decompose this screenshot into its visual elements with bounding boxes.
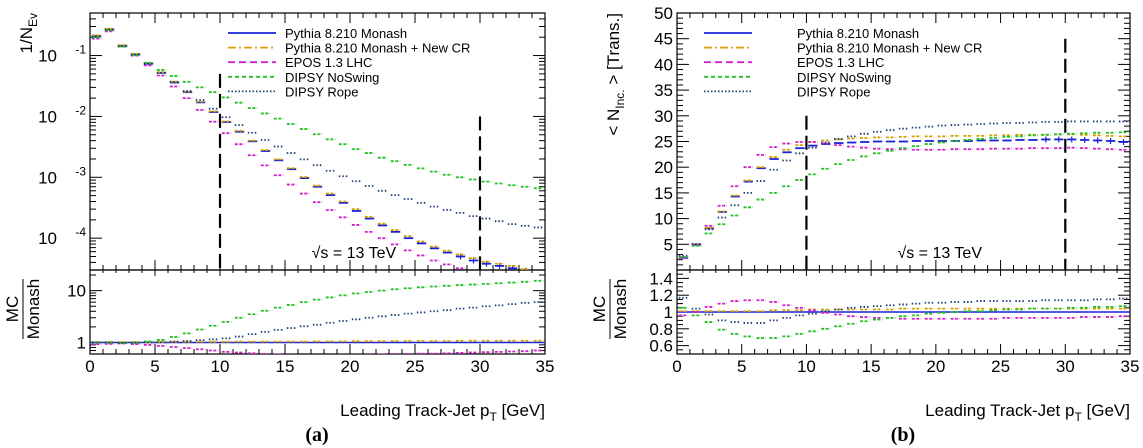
y-tick-exponent: -4: [75, 225, 86, 239]
panel-a: 0 5 10 15 20 25 30 35 10 -4 10 -3 10 -2 10 -1 1 10 Pythia …: [3, 12, 555, 446]
legend-label: Pythia 8.210 Monash + New CR: [285, 41, 470, 56]
legend-label: EPOS 1.3 LHC: [285, 55, 372, 70]
ratio-plot-frame: [89, 269, 546, 355]
x-axis-title-main: Leading Track-Jet p: [925, 401, 1074, 420]
x-tick-label: 25: [991, 357, 1010, 376]
x-tick-label: 5: [737, 357, 746, 376]
ratio-title-numerator: MC: [3, 296, 22, 322]
legend-label: Pythia 8.210 Monash: [797, 26, 919, 41]
x-tick-label: 0: [672, 357, 681, 376]
x-axis-title: Leading Track-Jet pT [GeV]: [340, 401, 545, 424]
ratio-y-tick-label: 1.4: [649, 269, 673, 288]
panel-letter: (a): [305, 424, 328, 446]
legend-label: DIPSY NoSwing: [285, 70, 379, 85]
main-series-group: [678, 120, 1129, 260]
ratio-title-numerator: MC: [590, 296, 609, 322]
x-tick-label: 30: [471, 357, 490, 376]
legend-label: DIPSY Rope: [797, 84, 870, 99]
legend-label: Pythia 8.210 Monash: [285, 26, 407, 41]
x-tick-label: 35: [536, 357, 555, 376]
y-tick-label: 5: [664, 235, 673, 254]
ratio-y-tick-label: 1.2: [649, 286, 673, 305]
y-axis-title-main: < N: [604, 109, 623, 136]
panel-b: 0 5 10 15 20 25 30 3551015202530354045500.60.81…: [590, 4, 1139, 446]
x-tick-label: 15: [276, 357, 295, 376]
ratio-y-axis-title: MC Monash: [3, 279, 43, 339]
x-tick-label: 20: [341, 357, 360, 376]
y-tick-label: 25: [654, 133, 673, 152]
x-tick-label: 5: [150, 357, 159, 376]
x-axis-title-sub: T: [489, 410, 497, 424]
x-tick-label: 20: [926, 357, 945, 376]
y-tick-label: 35: [654, 81, 673, 100]
x-tick-label: 30: [1056, 357, 1075, 376]
y-axis-title-sub: Ev: [26, 13, 40, 27]
ratio-series-group: [91, 279, 544, 354]
ratio-title-denominator: Monash: [611, 279, 630, 339]
y-axis-title: 1/NEv: [17, 13, 40, 53]
y-tick-exponent: -2: [75, 103, 86, 117]
y-tick-label: 20: [654, 158, 673, 177]
x-tick-label: 10: [797, 357, 816, 376]
x-tick-label: 25: [406, 357, 425, 376]
y-tick-label: 40: [654, 55, 673, 74]
ratio-y-tick-label: 1: [664, 303, 673, 322]
panel-letter: (b): [891, 424, 915, 446]
y-axis-title-main: 1/N: [17, 27, 36, 53]
x-axis-title-sub: T: [1074, 410, 1082, 424]
ratio-y-tick-label: 10: [67, 282, 86, 301]
y-tick-label: 10: [38, 229, 57, 248]
energy-annotation: √s = 13 TeV: [897, 245, 982, 262]
y-tick-label: 30: [654, 107, 673, 126]
y-tick-exponent: -1: [75, 43, 86, 57]
legend-label: Pythia 8.210 Monash + New CR: [797, 41, 982, 56]
ratio-y-axis-title: MC Monash: [590, 279, 630, 339]
y-tick-label: 10: [38, 168, 57, 187]
legend-label: DIPSY Rope: [285, 84, 358, 99]
legend-label: EPOS 1.3 LHC: [797, 55, 884, 70]
ratio-y-tick-label: 1: [77, 333, 86, 352]
y-tick-label: 10: [654, 210, 673, 229]
x-axis-title-unit: [GeV]: [1082, 401, 1130, 420]
energy-annotation: √s = 13 TeV: [312, 245, 397, 262]
ratio-y-tick-label: 0.8: [649, 320, 673, 339]
y-tick-label: 15: [654, 184, 673, 203]
ratio-y-tick-label: 0.6: [649, 337, 673, 356]
x-tick-label: 15: [862, 357, 881, 376]
y-tick-exponent: -3: [75, 164, 86, 178]
y-axis-title: < NInc. > [Trans.]: [604, 13, 627, 136]
y-axis-title-rest: > [Trans.]: [604, 13, 623, 89]
x-axis-title: Leading Track-Jet pT [GeV]: [925, 401, 1130, 424]
y-tick-label: 50: [654, 4, 673, 23]
x-tick-label: 10: [211, 357, 230, 376]
y-axis-title-sub: Inc.: [613, 89, 627, 108]
x-tick-label: 0: [85, 357, 94, 376]
x-axis-title-unit: [GeV]: [497, 401, 545, 420]
main-series-group: [91, 27, 544, 270]
legend-label: DIPSY NoSwing: [797, 70, 891, 85]
y-tick-label: 10: [38, 47, 57, 66]
ratio-title-denominator: Monash: [24, 279, 43, 339]
x-axis-title-main: Leading Track-Jet p: [340, 401, 489, 420]
x-tick-label: 35: [1121, 357, 1140, 376]
y-tick-label: 10: [38, 107, 57, 126]
ratio-series-group: [678, 296, 1129, 339]
y-tick-label: 45: [654, 30, 673, 49]
